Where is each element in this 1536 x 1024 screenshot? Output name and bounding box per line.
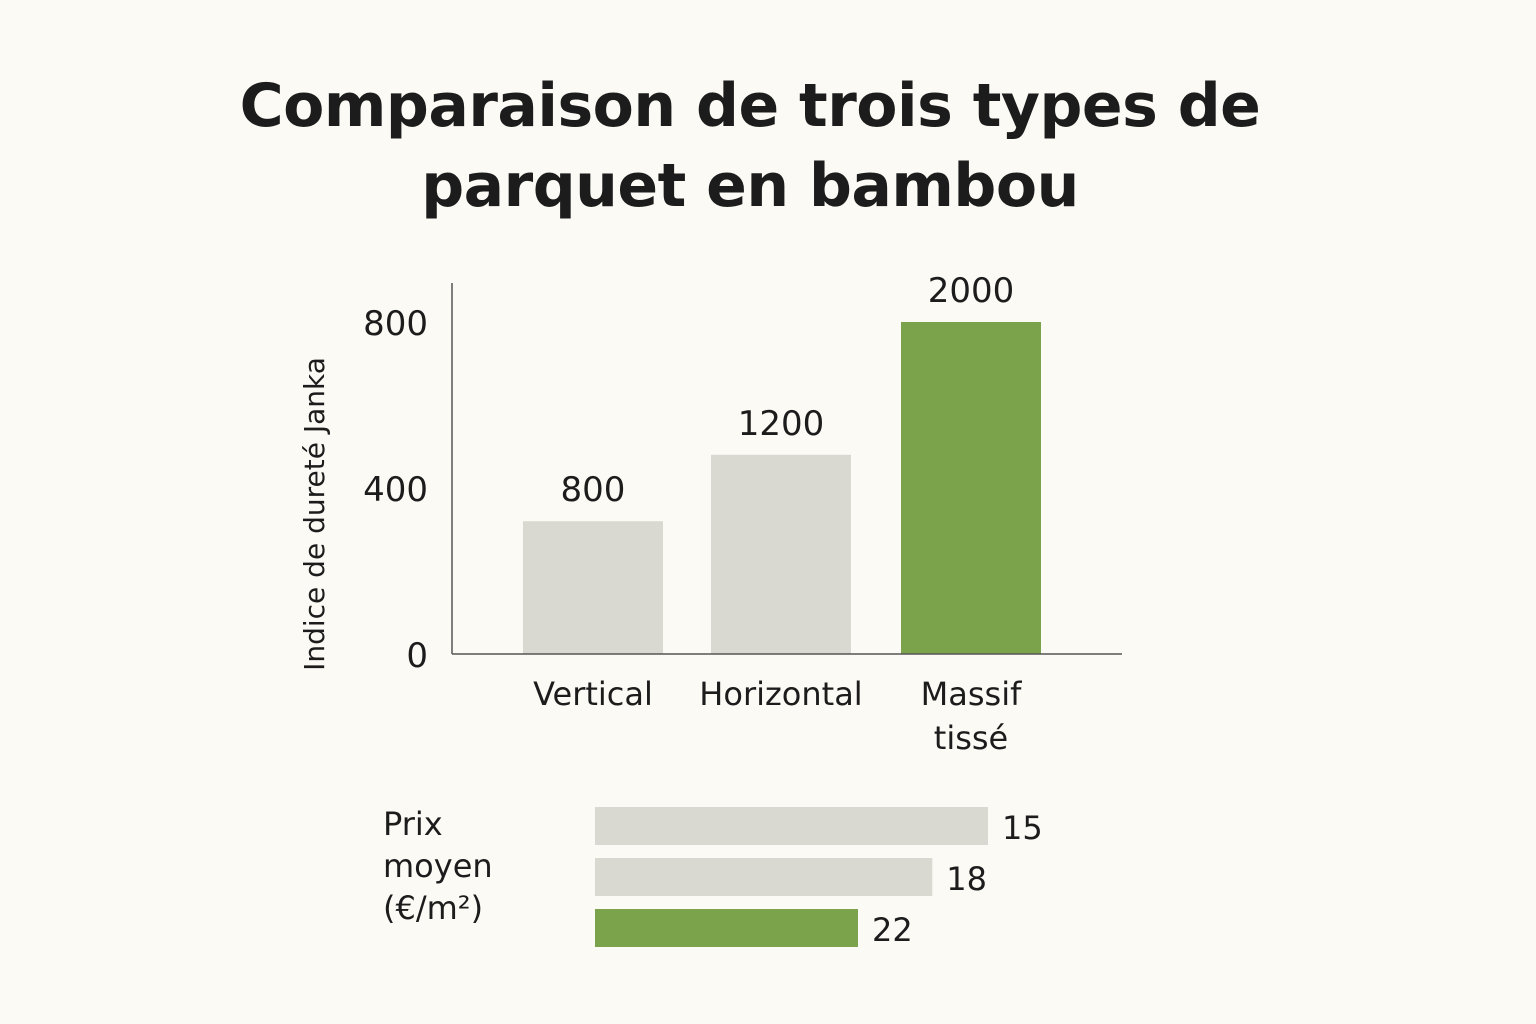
hardness-value-label-1: 800 — [561, 470, 626, 510]
chart-title-line-1: Comparaison de trois types de — [239, 71, 1261, 141]
price-value-labels: 15 18 22 — [872, 809, 1043, 949]
price-bars — [595, 807, 988, 947]
price-value-label-3: 22 — [872, 911, 913, 949]
y-tick-label-0: 0 — [406, 636, 428, 676]
price-bar-3 — [595, 909, 858, 947]
hardness-bar-2 — [711, 454, 851, 654]
price-bar-2 — [595, 858, 933, 896]
category-label-3-line-2: tissé — [934, 719, 1008, 757]
y-tick-label-800: 800 — [363, 304, 428, 344]
category-label-3-line-1: Massif — [921, 675, 1022, 713]
y-tick-label-400: 400 — [363, 470, 428, 510]
hardness-value-label-3: 2000 — [928, 271, 1015, 311]
price-chart-label: Prix moyen (€/m²) — [383, 803, 583, 929]
category-label-2: Horizontal — [699, 675, 862, 713]
category-label-3: Massif tissé — [921, 675, 1022, 757]
hardness-value-label-2: 1200 — [738, 404, 825, 444]
category-labels: Vertical Horizontal Massif tissé — [533, 675, 1022, 757]
hardness-bars — [523, 322, 1041, 654]
category-label-1-line-1: Vertical — [533, 675, 653, 713]
hardness-value-labels: 800 1200 2000 — [561, 271, 1015, 510]
y-axis-label: Indice de dureté Janka — [298, 357, 331, 671]
price-bar-1 — [595, 807, 988, 845]
category-label-2-line-1: Horizontal — [699, 675, 862, 713]
chart-title-line-2: parquet en bambou — [421, 151, 1079, 221]
y-axis-ticks: 0 400 800 — [363, 304, 428, 676]
price-value-label-2: 18 — [946, 860, 987, 898]
hardness-bar-3 — [901, 322, 1041, 654]
category-label-1: Vertical — [533, 675, 653, 713]
price-label-line-2: moyen — [383, 847, 493, 885]
price-label-line-3: (€/m²) — [383, 889, 484, 927]
price-label-line-1: Prix — [383, 805, 443, 843]
price-value-label-1: 15 — [1002, 809, 1043, 847]
hardness-bar-1 — [523, 521, 663, 654]
chart-title: Comparaison de trois types de parquet en… — [168, 66, 1332, 226]
